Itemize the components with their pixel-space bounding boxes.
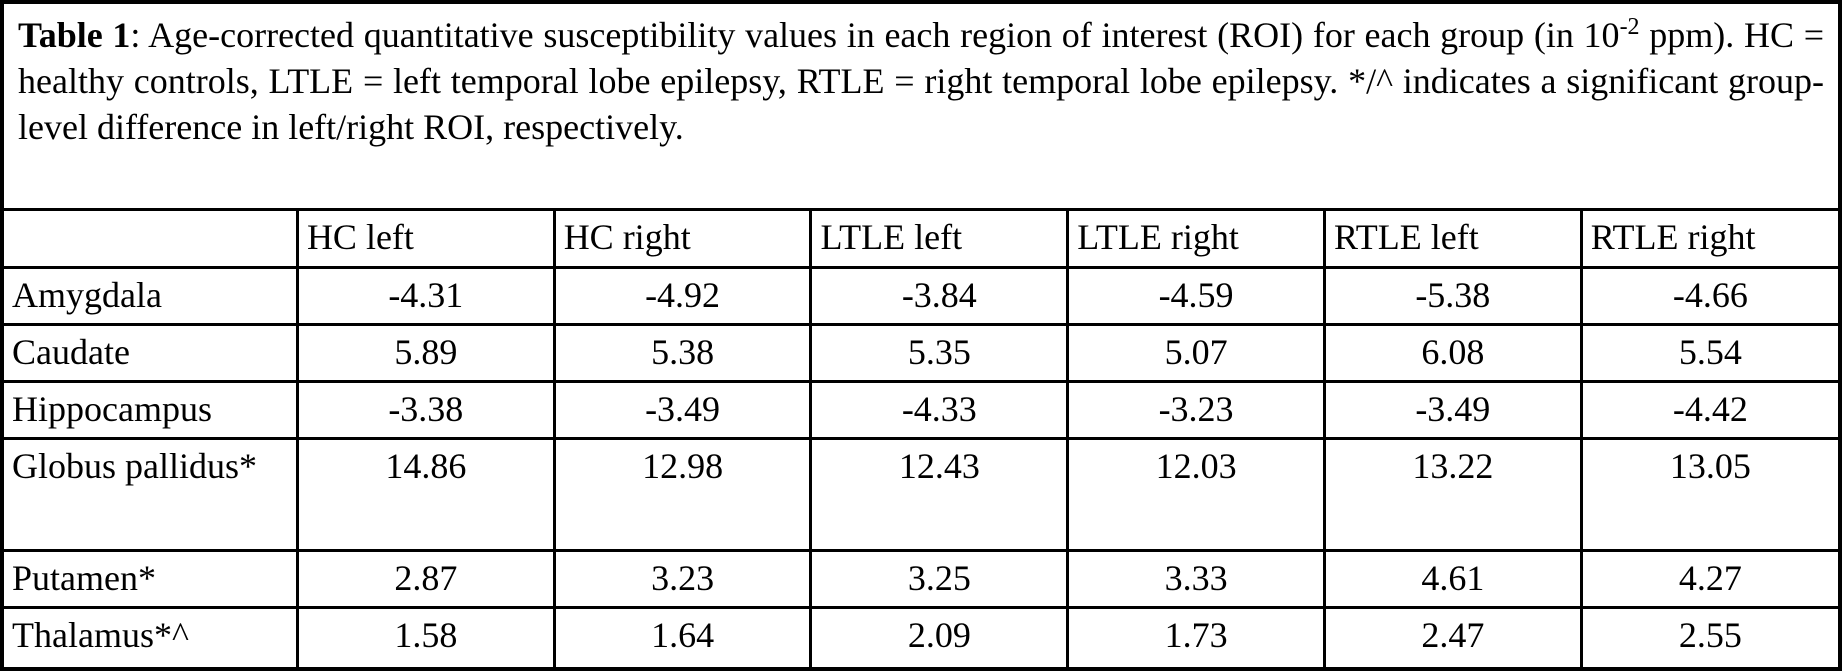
value-cell: -4.42 bbox=[1579, 380, 1838, 440]
table-row-hippocampus: Hippocampus -3.38 -3.49 -4.33 -3.23 -3.4… bbox=[4, 380, 1838, 440]
caption-text-before-superscript: : Age-corrected quantitative susceptibil… bbox=[130, 15, 1620, 55]
value-cell: 1.64 bbox=[552, 606, 813, 667]
value-cell: -4.59 bbox=[1066, 266, 1326, 326]
row-label-globus-pallidus: Globus pallidus* bbox=[4, 437, 299, 552]
column-header-ltle-right: LTLE right bbox=[1066, 208, 1326, 269]
column-header-rtle-right: RTLE right bbox=[1579, 208, 1838, 269]
value-cell: 14.86 bbox=[295, 437, 556, 552]
header-row: HC left HC right LTLE left LTLE right RT… bbox=[4, 208, 1838, 269]
table-row-thalamus: Thalamus*^ 1.58 1.64 2.09 1.73 2.47 2.55 bbox=[4, 606, 1838, 667]
value-cell: 5.07 bbox=[1066, 323, 1326, 383]
value-cell: 3.25 bbox=[809, 549, 1070, 609]
value-cell: 13.05 bbox=[1579, 437, 1838, 552]
table-row-caudate: Caudate 5.89 5.38 5.35 5.07 6.08 5.54 bbox=[4, 323, 1838, 383]
value-cell: -3.84 bbox=[809, 266, 1070, 326]
column-header-rtle-left: RTLE left bbox=[1322, 208, 1583, 269]
value-cell: 1.58 bbox=[295, 606, 556, 667]
column-header-ltle-left: LTLE left bbox=[809, 208, 1070, 269]
table-row-putamen: Putamen* 2.87 3.23 3.25 3.33 4.61 4.27 bbox=[4, 549, 1838, 609]
value-cell: 12.03 bbox=[1066, 437, 1326, 552]
value-cell: -4.33 bbox=[809, 380, 1070, 440]
row-label-hippocampus: Hippocampus bbox=[4, 380, 299, 440]
caption-table-number: Table 1 bbox=[18, 15, 131, 55]
value-cell: -3.38 bbox=[295, 380, 556, 440]
value-cell: 12.98 bbox=[552, 437, 813, 552]
value-cell: 2.47 bbox=[1322, 606, 1583, 667]
value-cell: -4.31 bbox=[295, 266, 556, 326]
table-row-globus-pallidus: Globus pallidus* 14.86 12.98 12.43 12.03… bbox=[4, 437, 1838, 552]
value-cell: 4.61 bbox=[1322, 549, 1583, 609]
row-label-amygdala: Amygdala bbox=[4, 266, 299, 326]
value-cell: 2.09 bbox=[809, 606, 1070, 667]
value-cell: 3.23 bbox=[552, 549, 813, 609]
column-header-hc-right: HC right bbox=[552, 208, 813, 269]
value-cell: 5.89 bbox=[295, 323, 556, 383]
table-caption: Table 1: Age-corrected quantitative susc… bbox=[4, 4, 1838, 208]
value-cell: -4.92 bbox=[552, 266, 813, 326]
value-cell: -4.66 bbox=[1579, 266, 1838, 326]
susceptibility-table: HC left HC right LTLE left LTLE right RT… bbox=[4, 208, 1838, 667]
value-cell: 12.43 bbox=[809, 437, 1070, 552]
value-cell: 3.33 bbox=[1066, 549, 1326, 609]
value-cell: 4.27 bbox=[1579, 549, 1838, 609]
value-cell: 2.55 bbox=[1579, 606, 1838, 667]
row-label-thalamus: Thalamus*^ bbox=[4, 606, 299, 667]
column-header-hc-left: HC left bbox=[295, 208, 556, 269]
caption-text-after-superscript: ppm). HC = healthy controls, LTLE = left… bbox=[18, 15, 1824, 147]
value-cell: -3.23 bbox=[1066, 380, 1326, 440]
caption-superscript-exponent: -2 bbox=[1619, 14, 1640, 40]
value-cell: 5.35 bbox=[809, 323, 1070, 383]
value-cell: -5.38 bbox=[1322, 266, 1583, 326]
value-cell: -3.49 bbox=[1322, 380, 1583, 440]
row-label-caudate: Caudate bbox=[4, 323, 299, 383]
row-label-putamen: Putamen* bbox=[4, 549, 299, 609]
value-cell: 5.38 bbox=[552, 323, 813, 383]
value-cell: 5.54 bbox=[1579, 323, 1838, 383]
value-cell: 6.08 bbox=[1322, 323, 1583, 383]
value-cell: -3.49 bbox=[552, 380, 813, 440]
value-cell: 2.87 bbox=[295, 549, 556, 609]
column-header-roi-blank bbox=[4, 208, 299, 269]
value-cell: 13.22 bbox=[1322, 437, 1583, 552]
value-cell: 1.73 bbox=[1066, 606, 1326, 667]
table-row-amygdala: Amygdala -4.31 -4.92 -3.84 -4.59 -5.38 -… bbox=[4, 266, 1838, 326]
